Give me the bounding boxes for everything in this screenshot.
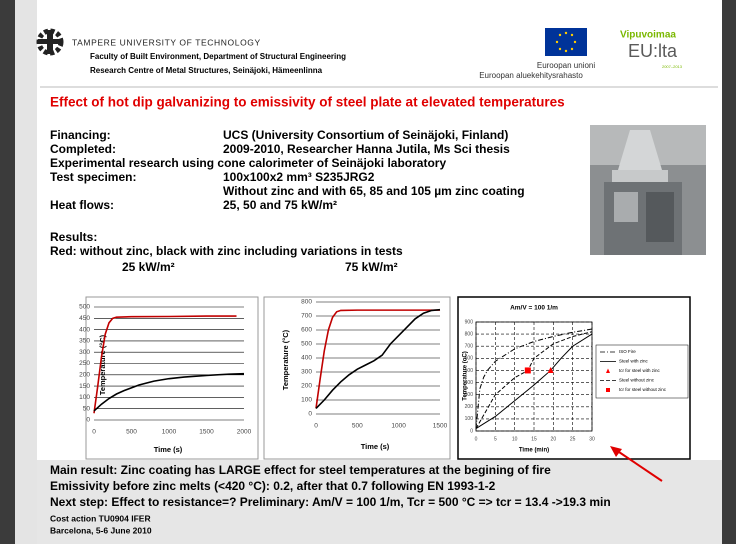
slide: TAMPERE UNIVERSITY OF TECHNOLOGY Faculty… bbox=[0, 0, 736, 544]
y-tick-label: 300 bbox=[79, 349, 90, 356]
x-tick-label: 1000 bbox=[162, 429, 177, 436]
y-tick-label: 600 bbox=[301, 327, 312, 334]
research-centre: Research Centre of Metal Structures, Sei… bbox=[90, 66, 323, 75]
info-label: Heat flows: bbox=[50, 198, 114, 212]
conclusion: Main result: Zinc coating has LARGE effe… bbox=[50, 463, 551, 477]
y-tick-label: 200 bbox=[301, 383, 312, 390]
y-tick-label: 500 bbox=[79, 304, 90, 311]
y-tick-label: 100 bbox=[79, 394, 90, 401]
vipuvoimaa: Vipuvoimaa bbox=[620, 30, 676, 41]
info-value: 100x100x2 mm³ S235JRG2 bbox=[223, 170, 375, 184]
university-name: TAMPERE UNIVERSITY OF TECHNOLOGY bbox=[72, 37, 261, 47]
info-text: Experimental research using cone calorim… bbox=[50, 156, 446, 170]
eu-lta: EU:lta bbox=[628, 41, 678, 61]
y-tick-label: 700 bbox=[465, 344, 474, 350]
y-axis-label: Temperature (°C) bbox=[98, 334, 107, 395]
legend-label: Steel without zinc bbox=[619, 378, 655, 383]
chart-frame bbox=[264, 297, 450, 459]
left-edge bbox=[0, 0, 15, 544]
x-tick-label: 5 bbox=[494, 436, 497, 442]
y-tick-label: 0 bbox=[308, 411, 312, 418]
footer: Cost action TU0904 IFER bbox=[50, 513, 151, 523]
conclusion: Emissivity before zinc melts (<420 °C): … bbox=[50, 479, 496, 493]
x-tick-label: 1500 bbox=[433, 423, 448, 430]
x-axis-label: Time (min) bbox=[519, 448, 549, 454]
legend-label: tcr for steel with zinc bbox=[619, 368, 661, 373]
chart-title: Am/V = 100 1/m bbox=[510, 305, 558, 312]
x-tick-label: 500 bbox=[126, 429, 137, 436]
legend-label: tcr for steel without zinc bbox=[619, 387, 667, 392]
conclusion: Next step: Effect to resistance=? Prelim… bbox=[50, 495, 611, 509]
y-tick-label: 300 bbox=[301, 369, 312, 376]
chart-label: 25 kW/m² bbox=[122, 260, 175, 274]
eu-union: Euroopan unioni bbox=[537, 61, 595, 70]
info-label: Financing: bbox=[50, 128, 111, 142]
info-value: UCS (University Consortium of Seinäjoki,… bbox=[223, 128, 508, 142]
y-tick-label: 350 bbox=[79, 338, 90, 345]
results-heading: Results: bbox=[50, 230, 97, 244]
x-tick-label: 25 bbox=[570, 436, 576, 442]
y-tick-label: 700 bbox=[301, 313, 312, 320]
y-tick-label: 150 bbox=[79, 383, 90, 390]
y-tick-label: 200 bbox=[465, 404, 474, 410]
y-tick-label: 0 bbox=[86, 417, 90, 424]
x-axis-label: Time (s) bbox=[154, 445, 183, 454]
x-tick-label: 0 bbox=[92, 429, 96, 436]
y-tick-label: 100 bbox=[301, 397, 312, 404]
info-label: Test specimen: bbox=[50, 170, 136, 184]
y-axis-label: Temperature (°C) bbox=[281, 329, 290, 390]
x-tick-label: 10 bbox=[512, 436, 518, 442]
x-tick-label: 15 bbox=[531, 436, 537, 442]
y-tick-label: 400 bbox=[79, 326, 90, 333]
y-tick-label: 250 bbox=[79, 360, 90, 367]
y-tick-label: 0 bbox=[470, 428, 473, 434]
info-value: Without zinc and with 65, 85 and 105 µm … bbox=[223, 184, 525, 198]
eu-fund: Euroopan aluekehitysrahasto bbox=[479, 71, 583, 80]
left-shade bbox=[15, 0, 37, 544]
x-tick-label: 0 bbox=[475, 436, 478, 442]
info-value: 2009-2010, Researcher Hanna Jutila, Ms S… bbox=[223, 142, 510, 156]
y-tick-label: 200 bbox=[79, 372, 90, 379]
x-axis-label: Time (s) bbox=[361, 442, 390, 451]
y-axis-label: Temperature (oC) bbox=[463, 351, 469, 401]
x-tick-label: 500 bbox=[352, 423, 363, 430]
x-tick-label: 2000 bbox=[237, 429, 252, 436]
years: 2007–2013 bbox=[662, 64, 683, 69]
results-note: Red: without zinc, black with zinc inclu… bbox=[50, 244, 403, 258]
legend-label: Steel with zinc bbox=[619, 359, 649, 364]
faculty: Faculty of Built Environment, Department… bbox=[90, 52, 346, 61]
y-tick-label: 500 bbox=[301, 341, 312, 348]
y-tick-label: 50 bbox=[83, 405, 91, 412]
y-tick-label: 800 bbox=[301, 299, 312, 306]
legend-marker bbox=[606, 388, 610, 392]
chart-label: 75 kW/m² bbox=[345, 260, 398, 274]
x-tick-label: 30 bbox=[589, 436, 595, 442]
x-tick-label: 1000 bbox=[391, 423, 406, 430]
right-edge bbox=[722, 0, 736, 544]
marker bbox=[525, 367, 531, 373]
x-tick-label: 1500 bbox=[199, 429, 214, 436]
footer: Barcelona, 5-6 June 2010 bbox=[50, 525, 152, 535]
y-tick-label: 100 bbox=[465, 416, 474, 422]
page: { "header": { "university": "TAMPERE UNI… bbox=[0, 0, 736, 544]
x-tick-label: 20 bbox=[551, 436, 557, 442]
y-tick-label: 900 bbox=[465, 319, 474, 325]
lab-photo bbox=[590, 125, 706, 255]
info-label: Completed: bbox=[50, 142, 116, 156]
legend-label: ISO Fire bbox=[619, 349, 636, 354]
y-tick-label: 450 bbox=[79, 315, 90, 322]
slide-title: Effect of hot dip galvanizing to emissiv… bbox=[50, 95, 565, 110]
y-tick-label: 400 bbox=[301, 355, 312, 362]
y-tick-label: 800 bbox=[465, 331, 474, 337]
x-tick-label: 0 bbox=[314, 423, 318, 430]
info-value: 25, 50 and 75 kW/m² bbox=[223, 198, 337, 212]
